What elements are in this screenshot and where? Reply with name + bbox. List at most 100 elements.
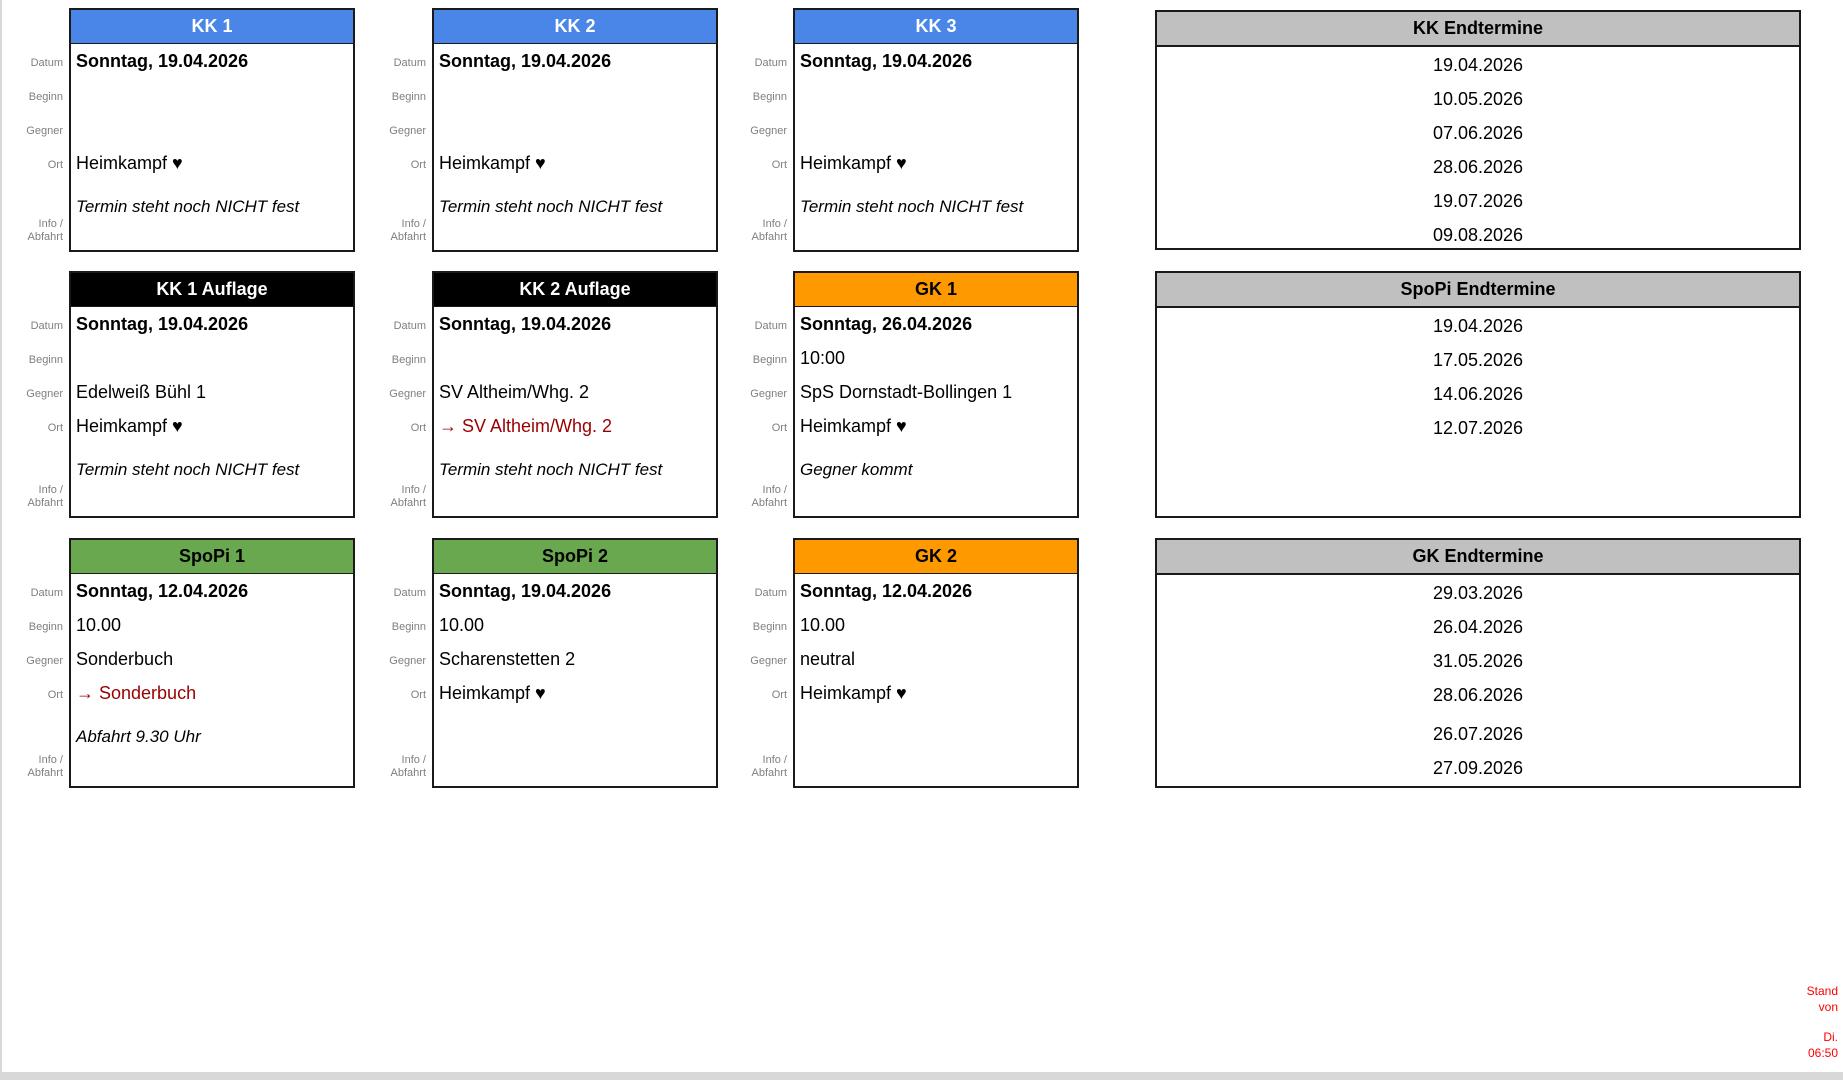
label-datum: Datum — [393, 57, 426, 69]
card-datum: Sonntag, 26.04.2026 — [800, 314, 973, 334]
label-datum: Datum — [30, 320, 63, 332]
label-info-abfahrt: Info / Abfahrt — [390, 484, 426, 509]
label-gegner: Gegner — [389, 125, 426, 137]
card-beginn: 10:00 — [800, 348, 846, 368]
card-gegner — [434, 112, 716, 146]
label-datum: Datum — [754, 57, 787, 69]
card-gegner: Scharenstetten 2 — [439, 649, 576, 669]
card-info: Abfahrt 9.30 Uhr — [76, 727, 201, 746]
card-gegner: Edelweiß Bühl 1 — [76, 382, 207, 402]
end-date: 29.03.2026 — [1432, 583, 1524, 603]
endtermine-kk-dates: 19.04.2026 10.05.2026 07.06.2026 28.06.2026… — [1157, 47, 1799, 252]
card-spopi-1: Datum Beginn Gegner Ort Info / Abfahrt Sp… — [26, 538, 355, 788]
end-date: 28.06.2026 — [1432, 157, 1524, 177]
card-gegner — [795, 112, 1077, 146]
end-date: 26.04.2026 — [1432, 617, 1524, 637]
card-ort: Heimkampf ♥ — [439, 153, 546, 173]
card-title: KK 1 Auflage — [71, 273, 353, 307]
card-field-labels: Datum Beginn Gegner Ort Info / Abfahrt — [729, 42, 787, 252]
end-date: 19.04.2026 — [1432, 55, 1524, 75]
stamp-time: 06:50 — [1807, 1046, 1838, 1060]
label-datum: Datum — [30, 587, 63, 599]
end-date: 12.07.2026 — [1432, 418, 1524, 438]
label-beginn: Beginn — [391, 91, 426, 103]
label-ort: Ort — [771, 159, 787, 171]
card-title: GK 2 — [795, 540, 1077, 574]
card-datum: Sonntag, 12.04.2026 — [76, 581, 249, 601]
stamp-von: von — [1818, 1000, 1838, 1014]
label-ort: Ort — [410, 689, 426, 701]
card-kk-3: Datum Beginn Gegner Ort Info / Abfahrt KK… — [750, 8, 1079, 252]
endtermine-spopi: SpoPi Endtermine 19.04.2026 17.05.2026 14.… — [1155, 271, 1801, 518]
label-ort: Ort — [410, 159, 426, 171]
label-info-abfahrt: Info / Abfahrt — [390, 218, 426, 243]
label-datum: Datum — [30, 57, 63, 69]
card-title: SpoPi 2 — [434, 540, 716, 574]
end-date: 19.04.2026 — [1432, 316, 1524, 336]
card-field-labels: Datum Beginn Gegner Ort Info / Abfahrt — [5, 305, 63, 518]
card-field-labels: Datum Beginn Gegner Ort Info / Abfahrt — [368, 572, 426, 788]
label-beginn: Beginn — [28, 91, 63, 103]
label-info-abfahrt: Info / Abfahrt — [27, 218, 63, 243]
label-beginn: Beginn — [752, 354, 787, 366]
card-info: Termin steht noch NICHT fest — [439, 197, 663, 216]
endtermine-gk: GK Endtermine 29.03.2026 26.04.2026 31.05.… — [1155, 538, 1801, 788]
card-gegner: SpS Dornstadt-Bollingen 1 — [800, 382, 1013, 402]
card-beginn: 10.00 — [439, 615, 485, 635]
end-date: 31.05.2026 — [1432, 651, 1524, 671]
card-gegner: neutral — [800, 649, 856, 669]
label-info-abfahrt: Info / Abfahrt — [27, 754, 63, 779]
end-date: 26.07.2026 — [1432, 724, 1524, 744]
card-gk-1: Datum Beginn Gegner Ort Info / Abfahrt GK… — [750, 271, 1079, 518]
label-beginn: Beginn — [391, 621, 426, 633]
label-info-abfahrt: Info / Abfahrt — [751, 754, 787, 779]
label-beginn: Beginn — [391, 354, 426, 366]
label-gegner: Gegner — [750, 125, 787, 137]
label-info-abfahrt: Info / Abfahrt — [27, 484, 63, 509]
card-title: KK 2 — [434, 10, 716, 44]
label-info-abfahrt: Info / Abfahrt — [751, 218, 787, 243]
label-datum: Datum — [754, 320, 787, 332]
label-ort: Ort — [771, 689, 787, 701]
card-spopi-2: Datum Beginn Gegner Ort Info / Abfahrt Sp… — [389, 538, 718, 788]
label-info-abfahrt: Info / Abfahrt — [390, 754, 426, 779]
card-kk-2-auflage: Datum Beginn Gegner Ort Info / Abfahrt KK… — [389, 271, 718, 518]
card-beginn — [434, 78, 716, 112]
card-info — [795, 710, 1077, 786]
card-field-labels: Datum Beginn Gegner Ort Info / Abfahrt — [5, 42, 63, 252]
card-gegner: SV Altheim/Whg. 2 — [439, 382, 590, 402]
label-datum: Datum — [754, 587, 787, 599]
label-ort: Ort — [47, 689, 63, 701]
card-field-labels: Datum Beginn Gegner Ort Info / Abfahrt — [729, 572, 787, 788]
card-title: KK 3 — [795, 10, 1077, 44]
endtermine-spopi-title: SpoPi Endtermine — [1157, 273, 1799, 308]
bottom-scrollbar-track[interactable] — [0, 1072, 1843, 1080]
end-date: 09.08.2026 — [1432, 225, 1524, 245]
card-kk-2: Datum Beginn Gegner Ort Info / Abfahrt KK… — [389, 8, 718, 252]
end-date: 17.05.2026 — [1432, 350, 1524, 370]
label-beginn: Beginn — [752, 621, 787, 633]
label-beginn: Beginn — [28, 621, 63, 633]
label-gegner: Gegner — [26, 655, 63, 667]
label-datum: Datum — [393, 587, 426, 599]
card-title: SpoPi 1 — [71, 540, 353, 574]
card-info: Termin steht noch NICHT fest — [76, 197, 300, 216]
card-info: Termin steht noch NICHT fest — [76, 460, 300, 479]
card-gk-2: Datum Beginn Gegner Ort Info / Abfahrt GK… — [750, 538, 1079, 788]
label-gegner: Gegner — [750, 388, 787, 400]
card-datum: Sonntag, 19.04.2026 — [439, 51, 612, 71]
label-ort: Ort — [47, 159, 63, 171]
card-beginn — [434, 341, 716, 375]
card-info: Termin steht noch NICHT fest — [439, 460, 663, 479]
label-ort: Ort — [410, 422, 426, 434]
card-info: Termin steht noch NICHT fest — [800, 197, 1024, 216]
card-beginn — [71, 78, 353, 112]
card-datum: Sonntag, 19.04.2026 — [800, 51, 973, 71]
stamp-gap — [1807, 1015, 1838, 1029]
card-ort: Heimkampf ♥ — [439, 683, 546, 703]
card-ort: Heimkampf ♥ — [800, 153, 907, 173]
card-info: Gegner kommt — [800, 460, 913, 479]
label-gegner: Gegner — [389, 388, 426, 400]
card-kk-1: Datum Beginn Gegner Ort Info / Abfahrt KK… — [26, 8, 355, 252]
status-stamp: Stand von Di. 06:50 — [1807, 983, 1838, 1061]
